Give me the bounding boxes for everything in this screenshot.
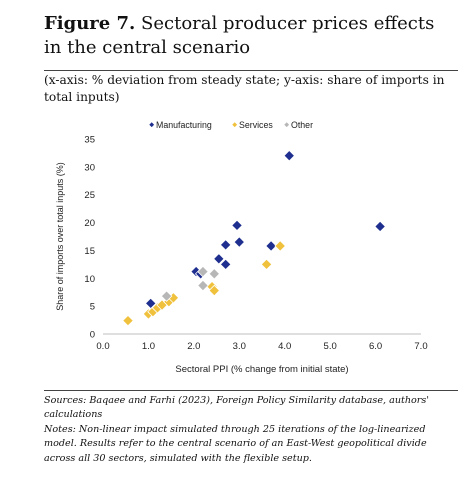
data-point-manufacturing: [219, 258, 232, 271]
legend-label-services: Services: [239, 120, 273, 130]
y-tick-label: 35: [84, 135, 95, 146]
x-tick-label: 7.0: [414, 341, 427, 352]
legend-marker-manufacturing: [149, 122, 155, 128]
sources-text: Sources: Baqaee and Farhi (2023), Foreig…: [44, 395, 429, 421]
figure-title: Figure 7. Sectoral producer prices effec…: [44, 12, 454, 60]
data-point-services: [260, 258, 273, 271]
data-point-services: [122, 314, 134, 327]
legend-marker-services: [232, 122, 238, 128]
data-point-manufacturing: [283, 149, 296, 162]
scatter-chart: 0.0 1.0 2.0 3.0 4.0 5.0 6.0 7.0 0 5 10 15 20 25 30 35 Se…: [55, 120, 428, 375]
data-point-manufacturing: [265, 240, 277, 252]
data-point-services: [274, 240, 286, 252]
y-tick-label: 0: [90, 330, 95, 341]
x-tick-label: 4.0: [278, 341, 291, 352]
title-rule: [44, 70, 458, 71]
data-point-manufacturing: [233, 236, 246, 248]
x-tick-label: 2.0: [187, 341, 200, 352]
notes-block: Sources: Baqaee and Farhi (2023), Foreig…: [44, 394, 458, 466]
data-point-other: [160, 290, 173, 302]
data-point-manufacturing: [219, 239, 232, 251]
y-tick-label: 25: [84, 190, 95, 201]
x-tick-label: 0.0: [96, 341, 109, 352]
figure-number: Figure 7.: [44, 13, 136, 34]
legend-label-manufacturing: Manufacturing: [156, 120, 212, 130]
legend-label-other: Other: [291, 120, 313, 130]
data-point-other: [197, 279, 209, 292]
data-point-manufacturing: [374, 220, 386, 233]
x-tick-label: 5.0: [324, 341, 337, 352]
data-point-other: [208, 268, 221, 280]
notes-rule: [44, 390, 458, 391]
y-axis-title: Share of imports over total inputs (%): [55, 162, 65, 311]
data-point-other: [197, 265, 209, 278]
x-tick-label: 1.0: [142, 341, 155, 352]
y-tick-label: 15: [84, 246, 95, 257]
y-tick-label: 5: [90, 302, 95, 313]
y-tick-label: 10: [84, 274, 95, 285]
x-tick-label: 3.0: [233, 341, 246, 352]
y-tick-label: 20: [84, 218, 95, 229]
x-axis-title: Sectoral PPI (% change from initial stat…: [175, 364, 348, 375]
y-tick-label: 30: [84, 162, 95, 173]
data-point-manufacturing: [231, 219, 243, 232]
legend-marker-other: [284, 122, 290, 128]
x-tick-label: 6.0: [369, 341, 382, 352]
notes-text: Notes: Non-linear impact simulated throu…: [44, 423, 427, 464]
figure-subtitle: (x-axis: % deviation from steady state; …: [44, 73, 445, 104]
figure-title-text: Sectoral producer prices effects in the …: [44, 13, 435, 58]
data-point-manufacturing: [213, 253, 225, 265]
data-point-services: [208, 284, 221, 297]
